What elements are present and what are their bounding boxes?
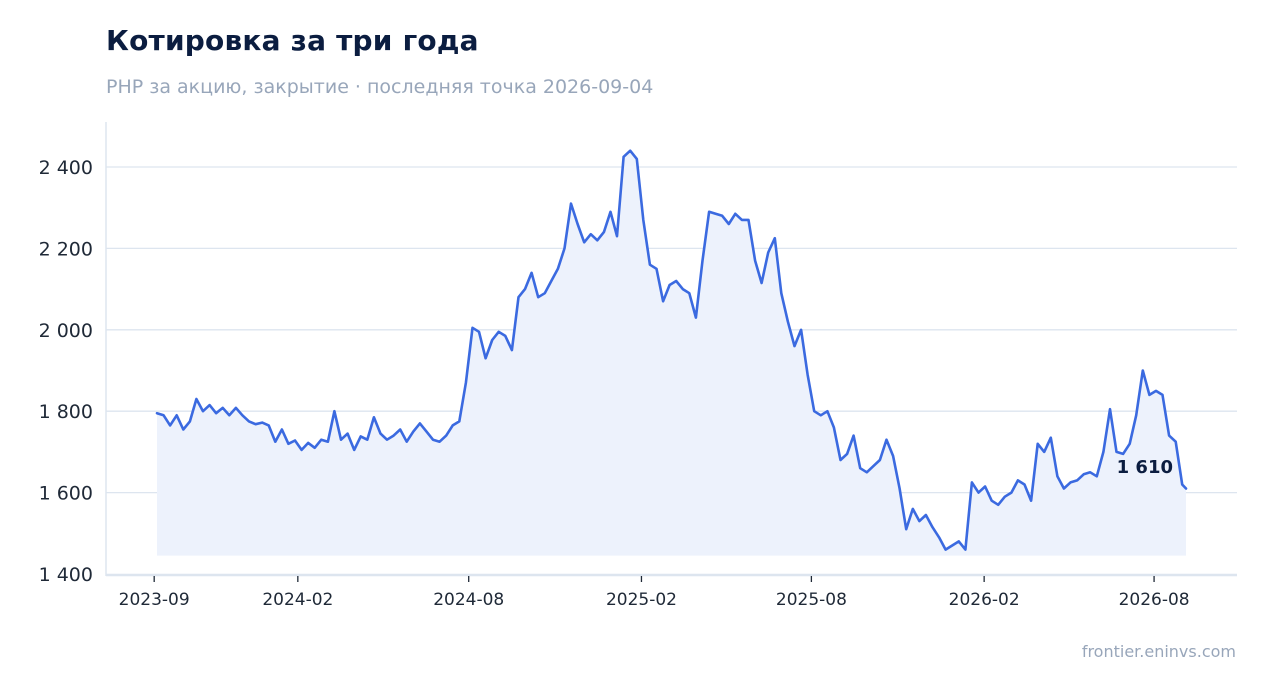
y-tick-label: 2 000: [39, 320, 93, 342]
price-line: [155, 149, 1188, 551]
chart-title: Котировка за три года: [106, 24, 479, 57]
x-tick-label: 2025-08: [776, 590, 847, 610]
y-tick-label: 2 200: [39, 238, 93, 260]
y-tick-label: 1 600: [39, 483, 93, 505]
y-tick-label: 2 400: [39, 157, 93, 179]
y-axis-ticks: 1 400 1 600 1 800 2 000 2 200 2 400: [39, 157, 93, 586]
x-tick-label: 2026-08: [1119, 590, 1190, 610]
last-value-label: 1 610: [1117, 457, 1173, 478]
x-tick-label: 2026-02: [949, 590, 1020, 610]
source-credit: frontier.eninvs.com: [1081, 642, 1236, 661]
x-tick-label: 2023-09: [119, 590, 190, 610]
chart-subtitle: PHP за акцию, закрытие · последняя точка…: [106, 76, 654, 98]
x-tick-label: 2024-02: [262, 590, 333, 610]
x-tick-label: 2025-02: [606, 590, 677, 610]
price-area: [157, 150, 1186, 556]
axes: [105, 122, 1237, 577]
y-tick-label: 1 400: [39, 564, 93, 586]
y-tick-label: 1 800: [39, 401, 93, 423]
x-tick-label: 2024-08: [433, 590, 504, 610]
x-axis-ticks: 2023-09 2024-02 2024-08 2025-02 2025-08 2026-…: [119, 576, 1190, 610]
